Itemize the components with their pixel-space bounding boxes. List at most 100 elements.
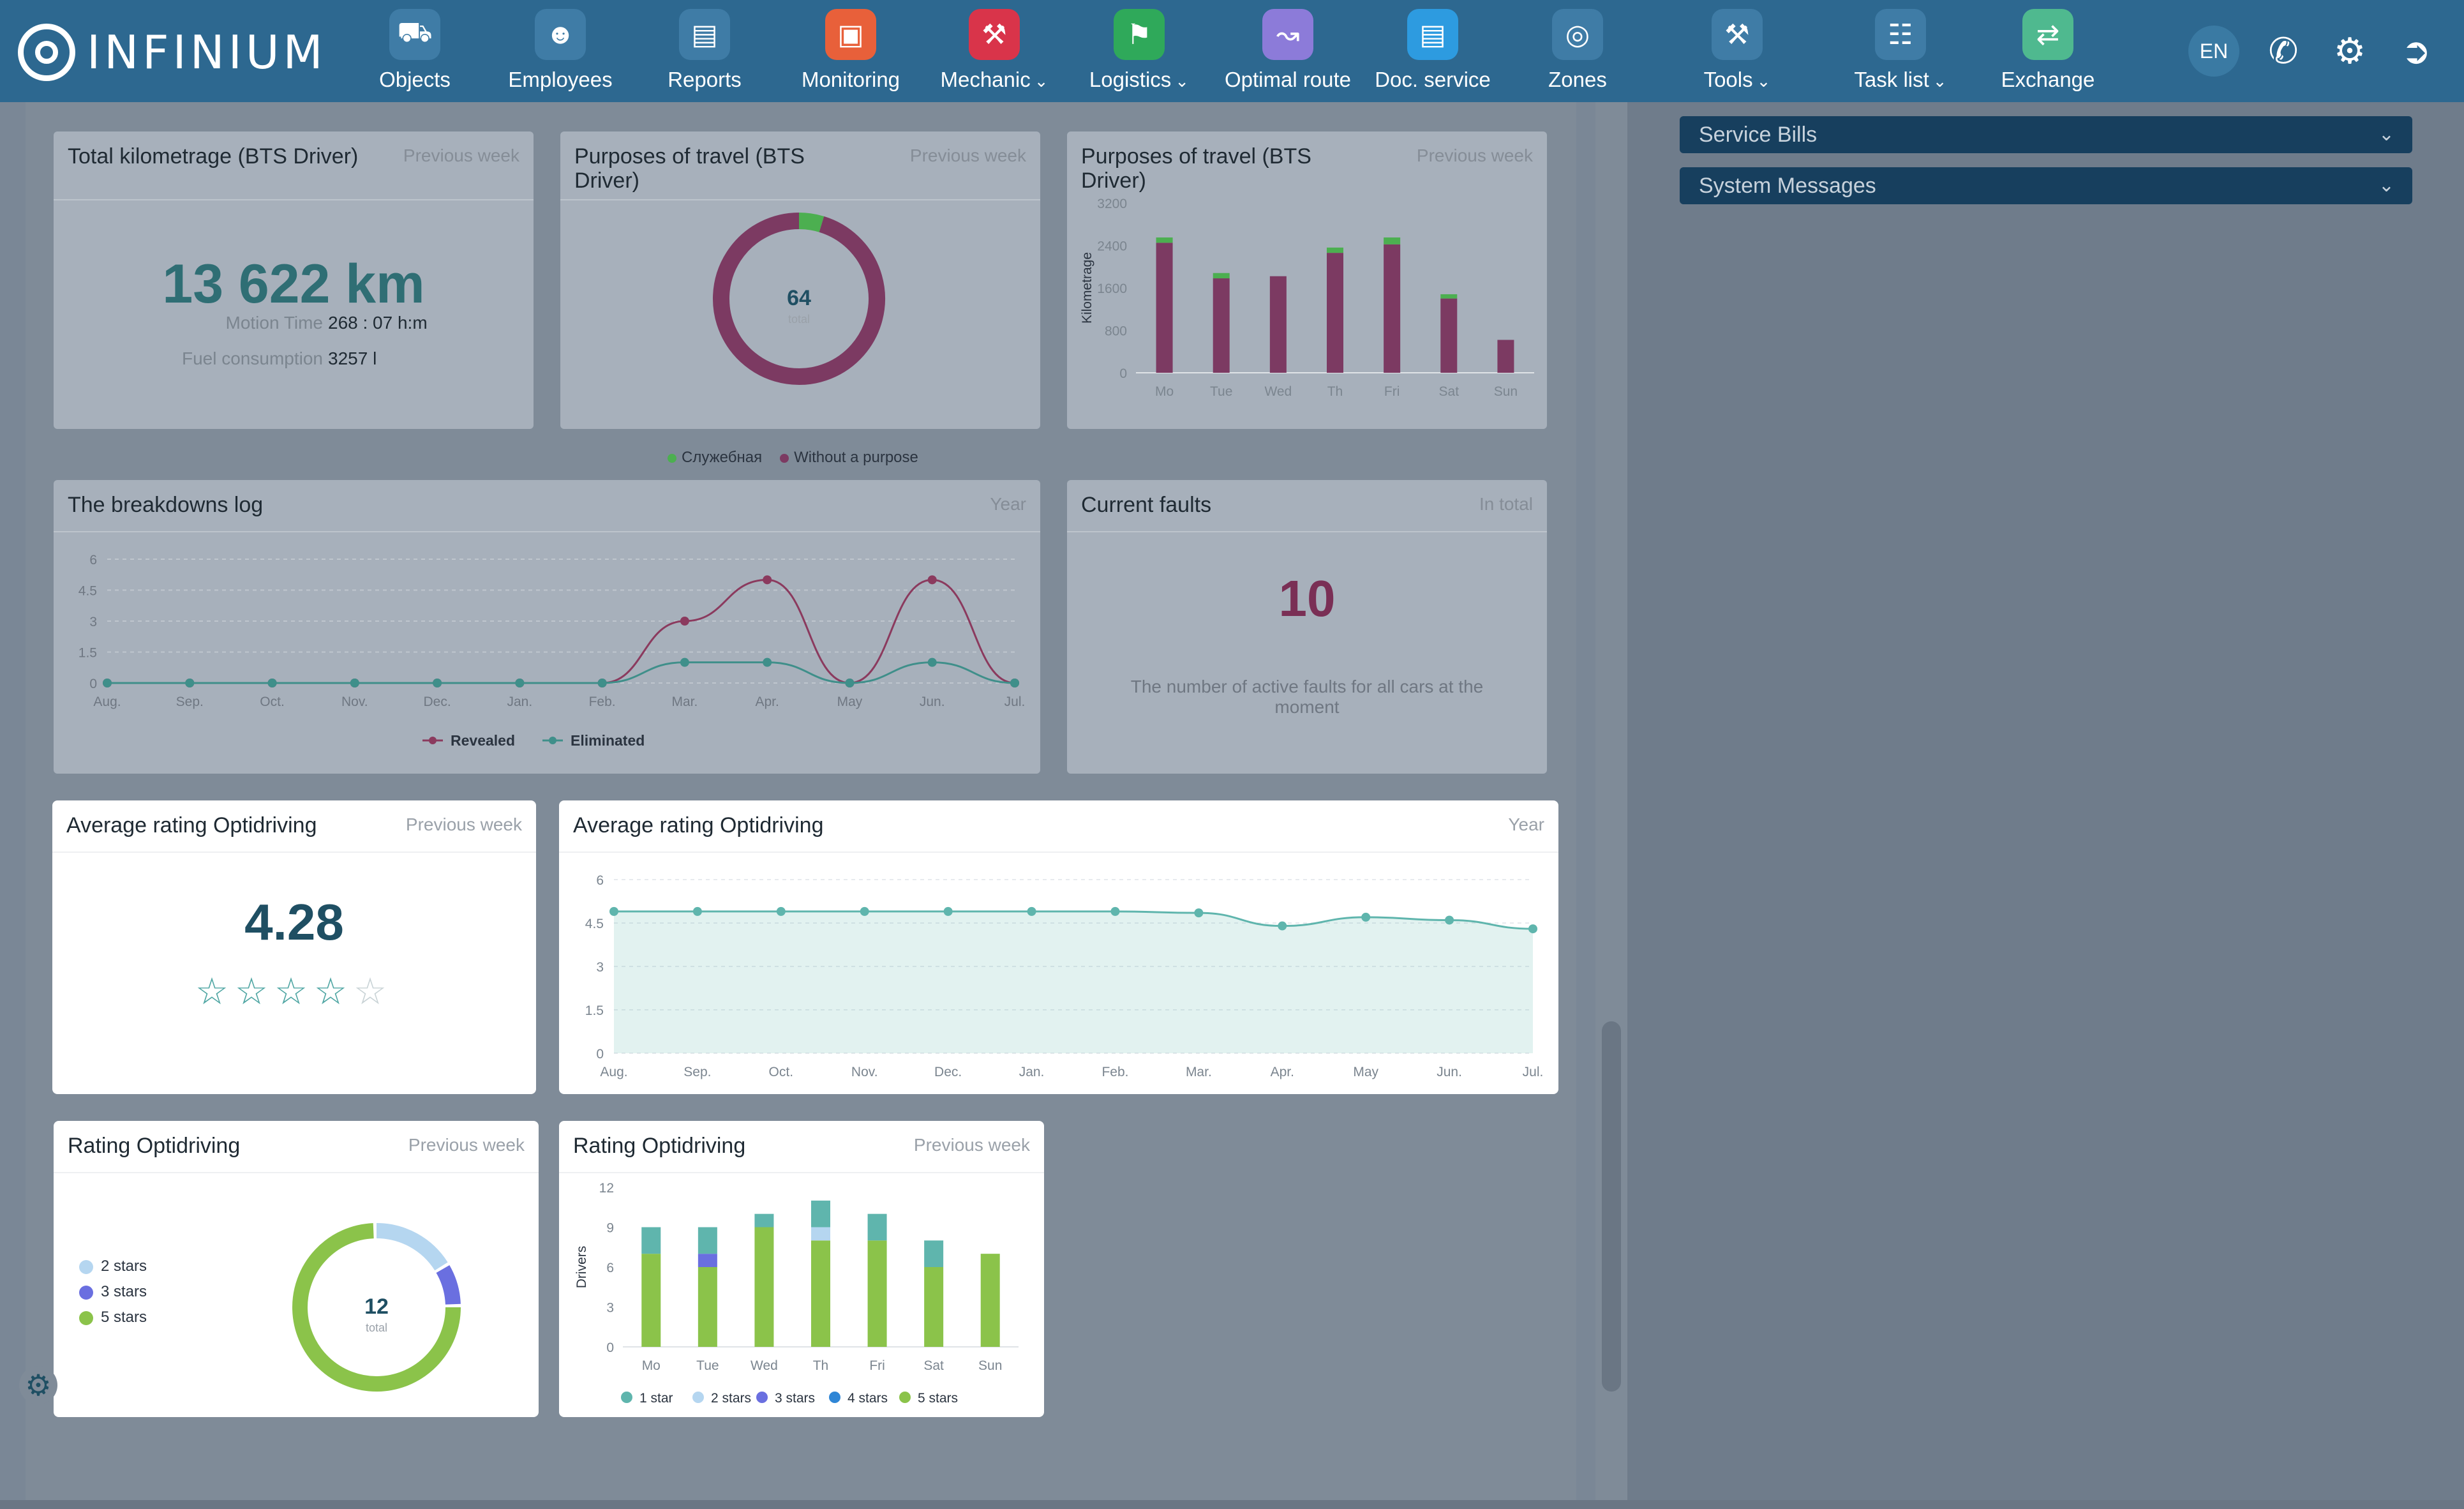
nav-item-objects[interactable]: ⛟ Objects <box>345 9 485 98</box>
x-tick-label: Sep. <box>683 1065 711 1079</box>
legend-label: 5 stars <box>918 1391 958 1406</box>
settings-gear-icon[interactable]: ⚙ <box>2333 31 2366 71</box>
fuel-consumption-label: Fuel consumption <box>181 349 323 368</box>
bar-segment <box>698 1267 717 1347</box>
nav-item-employees[interactable]: ☻ Employees <box>490 9 631 98</box>
card-period: Year <box>990 494 1026 514</box>
data-point <box>1110 906 1120 916</box>
system-messages-panel[interactable]: System Messages ⌄ <box>1680 167 2412 204</box>
data-point <box>1010 679 1019 687</box>
legend-dot <box>79 1259 93 1274</box>
nav-item-mechanic[interactable]: ⚒ Mechanic ⌄ <box>924 9 1064 98</box>
chevron-down-icon: ⌄ <box>2378 175 2394 196</box>
y-tick-label: 6 <box>596 873 604 888</box>
system-messages-label: System Messages <box>1699 174 1876 198</box>
scrollbar-thumb[interactable] <box>1602 1021 1621 1392</box>
service-bills-panel[interactable]: Service Bills ⌄ <box>1680 116 2412 153</box>
route-icon: ↝ <box>1262 9 1313 60</box>
rating-bar-chart: 0 3 6 9 12 Mo Tue Wed Th Fri Sat Sun Drivers 1 star 2 … <box>574 1181 1019 1406</box>
series-line <box>107 661 1015 684</box>
rating-bar-card: Rating Optidriving Previous week 0 3 6 9 12 M… <box>559 1121 1044 1417</box>
data-point <box>680 617 689 626</box>
x-tick-label: Feb. <box>589 694 616 709</box>
data-point <box>609 906 618 916</box>
card-title: The breakdowns log <box>68 493 264 517</box>
chevron-down-icon: ⌄ <box>1175 71 1190 91</box>
data-point <box>692 906 702 916</box>
data-point <box>776 906 786 916</box>
nav-label: Optimal route <box>1224 68 1352 91</box>
card-period: Previous week <box>408 1135 525 1155</box>
bottom-strip <box>0 1500 2464 1509</box>
x-tick-label: May <box>1353 1065 1378 1079</box>
bar-segment <box>1384 237 1401 244</box>
nav-item-reports[interactable]: ▤ Reports <box>634 9 775 98</box>
nav-label: Reports <box>668 68 742 91</box>
bar-segment <box>1213 273 1230 279</box>
y-tick-label: 1.5 <box>78 646 97 661</box>
bar-segment <box>698 1254 717 1267</box>
dashboard-settings-gear-icon[interactable]: ⚙ <box>19 1366 57 1404</box>
data-point <box>597 679 607 687</box>
motion-time-label: Motion Time <box>225 313 324 333</box>
logout-icon[interactable]: ➲ <box>2401 31 2431 71</box>
app-logo[interactable]: INFINIUM <box>18 23 327 82</box>
nav-item-monitoring[interactable]: ▣ Monitoring <box>780 9 921 98</box>
language-selector[interactable]: EN <box>2188 26 2239 77</box>
x-tick-label: Tue <box>1210 384 1232 399</box>
legend-label: 5 stars <box>101 1309 147 1326</box>
tools-icon: ⚒ <box>1712 9 1763 60</box>
x-tick-label: Dec. <box>423 694 451 709</box>
nav-item-task-list[interactable]: ☷ Task list ⌄ <box>1830 9 1971 98</box>
current-faults-value: 10 <box>1278 570 1336 627</box>
data-point <box>1361 912 1371 922</box>
nav-item-doc-service[interactable]: ▤ Doc. service <box>1363 9 1503 98</box>
legend-dot <box>621 1392 632 1403</box>
x-tick-label: Sun <box>978 1358 1002 1373</box>
phone-icon[interactable]: ✆ <box>2268 31 2299 71</box>
star-icon: ☆ <box>314 971 354 1012</box>
card-period: Previous week <box>909 146 1026 165</box>
nav-label: Task list ⌄ <box>1854 68 1947 91</box>
nav-item-optimal-route[interactable]: ↝ Optimal route <box>1218 9 1358 98</box>
side-panel-area <box>1627 102 2464 1509</box>
nav-item-logistics[interactable]: ⚑ Logistics ⌄ <box>1069 9 1209 98</box>
nav-item-tools[interactable]: ⚒ Tools ⌄ <box>1667 9 1807 98</box>
legend-label: 2 stars <box>711 1391 751 1406</box>
legend-dot <box>756 1392 768 1403</box>
logo-text: INFINIUM <box>87 26 327 79</box>
legend-item[interactable]: Without a purpose <box>780 449 918 467</box>
y-tick-label: 3 <box>606 1301 614 1316</box>
data-point <box>1194 908 1204 918</box>
y-tick-label: 9 <box>606 1221 614 1236</box>
bar-segment <box>980 1254 1000 1347</box>
bar-segment <box>698 1227 717 1254</box>
card-title: Average rating Optidriving <box>573 813 824 837</box>
average-rating-line-card: Average rating Optidriving Year 0 1.5 3 4.5… <box>559 800 1558 1094</box>
legend-item[interactable]: 5 stars <box>79 1305 147 1330</box>
legend-label: 3 stars <box>775 1391 815 1406</box>
legend-label: Служебная <box>682 449 763 466</box>
x-tick-label: Nov. <box>851 1065 878 1079</box>
total-kilometrage-value: 13 622 km <box>162 253 425 315</box>
purposes-donut-chart: 64 total <box>713 213 885 385</box>
x-tick-label: Jul. <box>1523 1065 1544 1079</box>
legend-label: 2 stars <box>101 1258 147 1275</box>
legend-item[interactable]: 3 stars <box>79 1279 147 1305</box>
average-rating-area-chart: 0 1.5 3 4.5 6 Aug. Sep. Oct. Nov. Dec. Jan. Feb. Mar… <box>585 873 1544 1079</box>
service-bills-label: Service Bills <box>1699 123 1818 147</box>
motion-time-row: Motion Time 268 : 07 h:m <box>54 313 534 334</box>
legend-item[interactable]: 2 stars <box>79 1254 147 1279</box>
legend-item[interactable]: Служебная <box>668 449 762 467</box>
nav-item-zones[interactable]: ◎ Zones <box>1507 9 1648 98</box>
average-rating-card: Average rating Optidriving Previous week… <box>52 800 536 1094</box>
bar-segment <box>1269 276 1287 373</box>
card-period: Previous week <box>1416 146 1533 165</box>
bar-segment <box>1156 237 1173 243</box>
breakdowns-log-card: The breakdowns log Year 0 1.5 3 4.5 6 Aug. Sep… <box>54 480 1040 774</box>
nav-item-exchange[interactable]: ⇄ Exchange <box>1978 9 2118 98</box>
x-tick-label: Fri <box>1384 384 1400 399</box>
x-tick-label: Th <box>1327 384 1343 399</box>
data-point <box>103 679 112 687</box>
card-title: Purposes of travel (BTS Driver) <box>574 144 805 193</box>
